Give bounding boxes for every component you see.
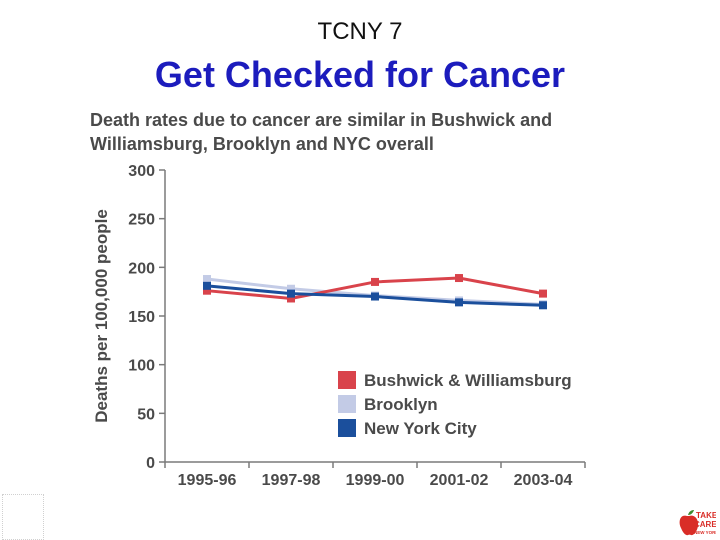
slide-number: TCNY 7	[317, 18, 403, 45]
data-point	[287, 284, 295, 293]
logo-text-new-york: NEW YORK	[694, 530, 716, 535]
legend-swatch	[338, 419, 356, 437]
y-tick-label: 150	[128, 309, 155, 326]
legend-label: Brooklyn	[364, 395, 438, 414]
x-tick-label: 2003-04	[514, 472, 573, 489]
legend-swatch	[338, 395, 356, 413]
data-point	[287, 294, 295, 303]
y-axis-label: Deaths per 100,000 people	[92, 209, 111, 423]
slide-thumbnail	[2, 494, 44, 540]
y-tick-label: 50	[137, 406, 155, 423]
chart-title-line-1: Death rates due to cancer are similar in…	[90, 110, 553, 130]
y-tick-label: 250	[128, 212, 155, 229]
data-point	[203, 286, 211, 295]
x-tick-label: 1997-98	[262, 472, 321, 489]
legend-label: Bushwick & Williamsburg	[364, 371, 572, 390]
data-point	[203, 281, 211, 290]
x-tick-label: 2001-02	[430, 472, 489, 489]
data-point	[539, 289, 547, 298]
logo-text-take: TAKE	[696, 511, 716, 520]
data-point	[203, 275, 211, 284]
y-tick-label: 300	[128, 163, 155, 180]
legend-label: New York City	[364, 419, 477, 438]
data-point	[455, 298, 463, 307]
legend-swatch	[338, 371, 356, 389]
data-point	[455, 274, 463, 283]
x-tick-label: 1995-96	[178, 472, 237, 489]
data-point	[371, 277, 379, 286]
chart-title: Death rates due to cancer are similar in…	[90, 108, 570, 156]
chart-title-line-2: Williamsburg, Brooklyn and NYC overall	[90, 134, 434, 154]
data-point	[287, 289, 295, 298]
slide-title: Get Checked for Cancer	[154, 54, 566, 95]
data-point	[371, 292, 379, 301]
y-tick-label: 100	[128, 358, 155, 375]
apple-icon	[679, 515, 699, 536]
take-care-new-york-logo: TAKE CARE NEW YORK	[679, 510, 716, 536]
data-point	[539, 301, 547, 310]
logo-text-care: CARE	[694, 520, 716, 529]
y-tick-label: 0	[146, 455, 155, 472]
x-tick-label: 1999-00	[346, 472, 405, 489]
y-tick-label: 200	[128, 260, 155, 277]
